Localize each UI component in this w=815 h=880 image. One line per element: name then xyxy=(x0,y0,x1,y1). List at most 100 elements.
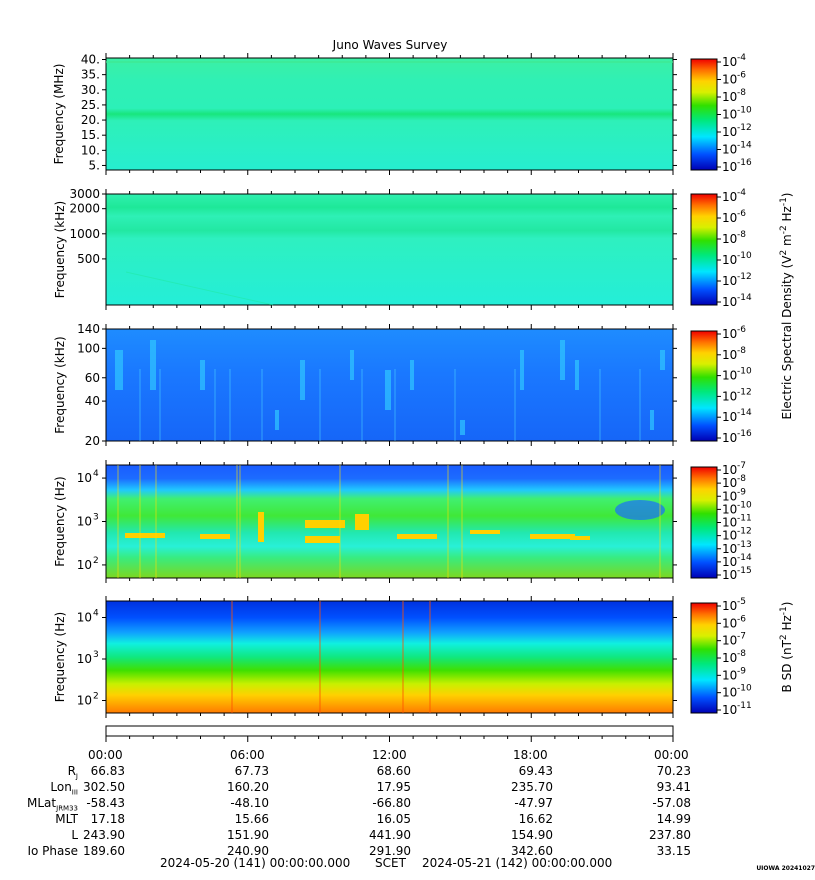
y-tick-exponent: 4 xyxy=(93,609,99,619)
chart-title: Juno Waves Survey xyxy=(332,38,448,52)
ephemeris-value: 14.99 xyxy=(656,812,691,826)
ephemeris-value: 151.90 xyxy=(227,828,269,842)
emission-streak xyxy=(410,360,414,390)
y-tick-label: 10 xyxy=(77,471,92,485)
hot-spot xyxy=(305,536,340,543)
y-tick-label: 10 xyxy=(77,694,92,708)
ephemeris-value: -58.43 xyxy=(86,796,125,810)
credit-tag: UIOWA 20241027 xyxy=(756,865,815,872)
y-tick-label: 20 xyxy=(85,434,100,448)
colorbar-tick-exponent: -4 xyxy=(737,188,746,198)
colorbar-tick-exponent: -10 xyxy=(737,684,752,694)
ephemeris-key: L xyxy=(71,828,78,842)
colorbar-tick-label: 10 xyxy=(722,651,737,665)
colorbar-tick-label: 10 xyxy=(722,90,737,104)
hot-spot xyxy=(258,512,264,542)
spectrogram-image xyxy=(106,58,673,170)
time-label: 18:00 xyxy=(513,748,548,762)
ephemeris-value: 302.50 xyxy=(83,780,125,794)
b-colorbar-label: B SD (nT2 Hz-1) xyxy=(779,602,794,693)
colorbar-tick-exponent: -11 xyxy=(737,514,752,524)
emission-streak xyxy=(385,370,391,410)
y-tick-label: 140 xyxy=(77,322,100,336)
y-tick-label: 35. xyxy=(81,68,100,82)
colorbar-tick-label: 10 xyxy=(722,253,737,267)
colorbar-tick-exponent: -9 xyxy=(737,487,746,497)
hot-spot xyxy=(570,536,590,540)
ephemeris-value: -47.97 xyxy=(514,796,553,810)
colorbar-ramp xyxy=(690,58,718,171)
ephemeris-value: 66.83 xyxy=(90,764,125,778)
footer-end-time: 2024-05-21 (142) 00:00:00.000 xyxy=(422,856,613,870)
emission-streak xyxy=(275,410,279,430)
ephemeris-value: 237.80 xyxy=(649,828,691,842)
colorbar-tick-exponent: -6 xyxy=(737,325,746,335)
ephemeris-row: MLatJRM33 -58.43 -48.10 -66.80 -47.97 -57.08 xyxy=(0,796,815,812)
colorbar-tick-label: 10 xyxy=(722,125,737,139)
emission-streak xyxy=(460,420,465,435)
ephemeris-value: 160.20 xyxy=(227,780,269,794)
time-label: 12:00 xyxy=(372,748,407,762)
time-label: 06:00 xyxy=(230,748,265,762)
colorbar-ramp xyxy=(690,466,718,579)
hot-spot xyxy=(200,534,230,539)
ephemeris-row: L 243.90 151.90 441.90 154.90 237.80 xyxy=(0,828,815,844)
ephemeris-value: -57.08 xyxy=(652,796,691,810)
colorbar-tick-label: 10 xyxy=(722,529,737,543)
colorbar-tick-label: 10 xyxy=(722,555,737,569)
y-tick-label: 15. xyxy=(81,128,100,142)
spectrogram-image xyxy=(106,465,673,578)
ephemeris-value: 16.05 xyxy=(376,812,411,826)
colorbar-tick-exponent: -9 xyxy=(737,666,746,676)
colorbar-tick-exponent: -8 xyxy=(737,649,746,659)
colorbar-ramp xyxy=(690,602,718,714)
y-tick-exponent: 4 xyxy=(93,469,99,479)
emission-streak xyxy=(150,340,156,390)
ephemeris-value: 342.60 xyxy=(511,844,553,858)
ephemeris-key: LonIII xyxy=(50,780,78,797)
y-tick-label: 1000 xyxy=(69,227,100,241)
colorbar-tick-exponent: -6 xyxy=(737,209,746,219)
colorbar-tick-label: 10 xyxy=(722,327,737,341)
colorbar-tick-label: 10 xyxy=(722,73,737,87)
ephemeris-value: 189.60 xyxy=(83,844,125,858)
colorbar-tick-label: 10 xyxy=(722,502,737,516)
colorbar-tick-exponent: -12 xyxy=(737,527,752,537)
colorbar-tick-exponent: -8 xyxy=(737,474,746,484)
colorbar-tick-label: 10 xyxy=(722,431,737,445)
y-tick-exponent: 2 xyxy=(93,556,99,566)
y-tick-label: 10 xyxy=(77,611,92,625)
colorbar-tick-exponent: -11 xyxy=(737,701,752,711)
y-axis-label: Frequency (MHz) xyxy=(52,64,66,165)
colorbar-tick-label: 10 xyxy=(722,160,737,174)
colorbar-tick-exponent: -7 xyxy=(737,632,746,642)
ephemeris-value: 291.90 xyxy=(369,844,411,858)
colorbar-tick-exponent: -10 xyxy=(737,251,752,261)
emission-streak xyxy=(560,340,565,380)
colorbar-tick-exponent: -12 xyxy=(737,272,752,282)
ephemeris-row: LonIII 302.50 160.20 17.95 235.70 93.41 xyxy=(0,780,815,796)
colorbar-tick-exponent: -14 xyxy=(737,408,752,418)
colorbar-tick-label: 10 xyxy=(722,616,737,630)
emission-streak xyxy=(520,350,524,390)
colorbar-tick-exponent: -10 xyxy=(737,367,752,377)
colorbar-tick-label: 10 xyxy=(722,369,737,383)
ephemeris-value: 154.90 xyxy=(511,828,553,842)
colorbar-tick-label: 10 xyxy=(722,389,737,403)
colorbar-tick-label: 10 xyxy=(722,211,737,225)
ephemeris-value: 16.62 xyxy=(518,812,553,826)
colorbar-tick-label: 10 xyxy=(722,348,737,362)
colorbar-tick-label: 10 xyxy=(722,295,737,309)
panel-high-band: 40.35.30.25.20.15.10.5. Frequency (MHz) 10… xyxy=(52,53,752,175)
y-tick-label: 2000 xyxy=(69,202,100,216)
ephemeris-value: 67.73 xyxy=(234,764,269,778)
y-tick-label: 3000 xyxy=(69,187,100,201)
time-label: 00:00 xyxy=(88,748,123,762)
y-tick-label: 500 xyxy=(77,252,100,266)
colorbar-tick-exponent: -8 xyxy=(737,346,746,356)
ephemeris-key: Io Phase xyxy=(27,844,78,858)
